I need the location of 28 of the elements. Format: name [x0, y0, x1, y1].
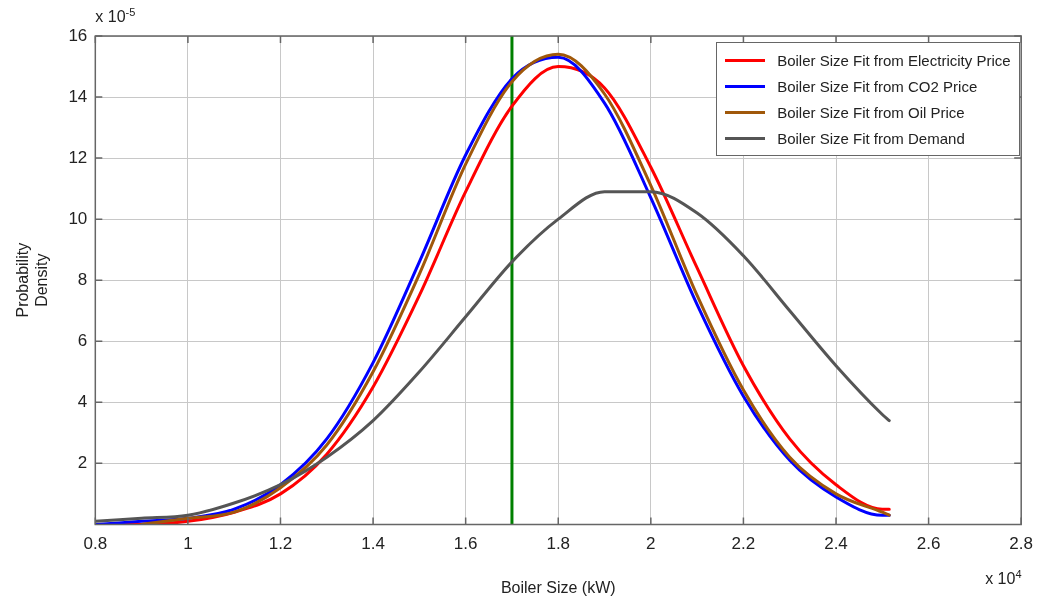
line-series — [95, 190, 891, 523]
legend-label: Boiler Size Fit from CO2 Price — [777, 77, 978, 95]
x-tick-label: 2.2 — [731, 534, 756, 554]
x-tick-label: 1.6 — [453, 534, 478, 554]
x-tick-label: 1.2 — [268, 534, 293, 554]
legend-label: Boiler Size Fit from Demand — [777, 129, 965, 147]
y-tick-label: 6 — [77, 330, 88, 350]
x-tick-label: 1.8 — [546, 534, 571, 554]
y-tick-label: 8 — [77, 269, 88, 289]
x-tick-label: 2.4 — [824, 534, 848, 554]
legend-label: Boiler Size Fit from Oil Price — [777, 103, 965, 121]
x-tick-label: 1.4 — [361, 534, 385, 554]
y-tick-label: 14 — [68, 86, 88, 106]
x-tick-label: 2.8 — [1009, 534, 1033, 554]
y-tick-label: 16 — [68, 25, 88, 45]
y-tick-label: 2 — [77, 453, 88, 473]
x-tick-label: 1 — [183, 534, 193, 554]
y-tick-label: 12 — [68, 147, 88, 167]
text: x 10$^{-5}$ — [95, 6, 136, 27]
legend-label: Boiler Size Fit from Electricity Price — [777, 51, 1011, 69]
y-tick-label: 4 — [77, 391, 88, 411]
x-tick-label: 2 — [646, 534, 656, 554]
x-tick-label: 2.6 — [916, 534, 941, 554]
text: x 10$^{4}$ — [985, 568, 1022, 589]
x-axis-title: Boiler Size (kW) — [500, 578, 616, 596]
y-axis-title: Probability Density — [14, 242, 51, 318]
y-tick-label: 10 — [68, 208, 88, 228]
x-tick-label: 0.8 — [83, 534, 108, 554]
